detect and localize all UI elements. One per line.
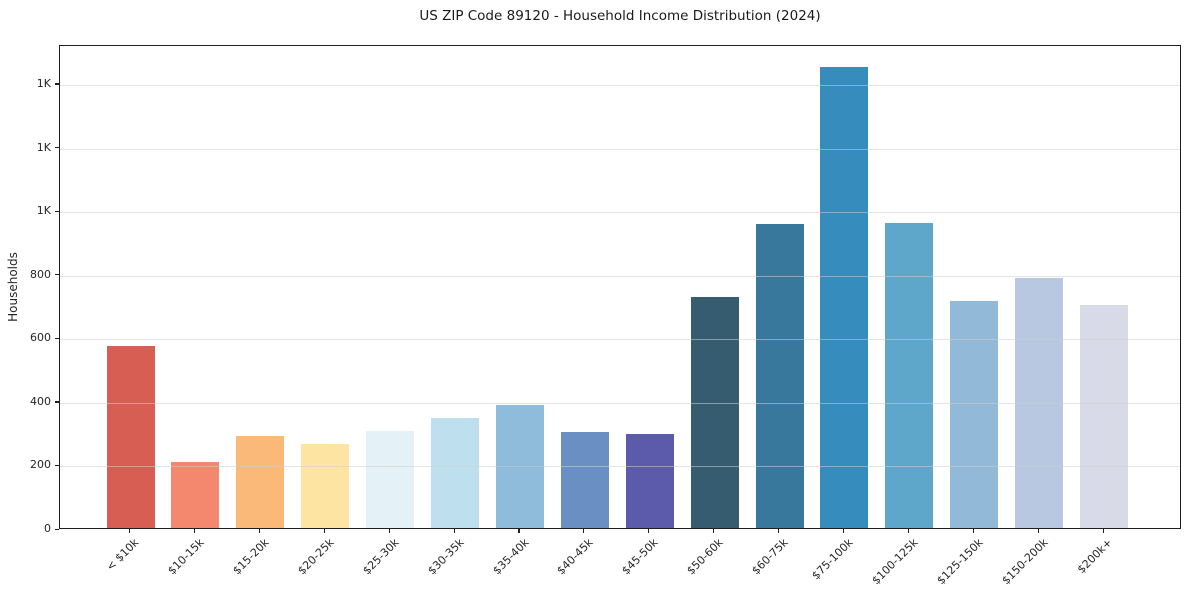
x-tick-label: $25-30k	[360, 536, 402, 578]
bar-$60-75k	[755, 224, 804, 528]
y-tick-label: 200	[30, 458, 51, 472]
y-tick-label: 1K	[36, 204, 51, 218]
bar-$75-100k	[820, 67, 869, 528]
x-tick-mark	[453, 529, 455, 533]
x-tick-mark	[388, 529, 390, 533]
bar-$100-125k	[885, 223, 934, 528]
gridline	[60, 339, 1180, 341]
bar-$30-35k	[431, 418, 479, 528]
x-tick-label: $45-50k	[619, 536, 661, 578]
bar-$15-20k	[236, 435, 285, 528]
bar-$10-15k	[171, 461, 220, 528]
x-tick-label: $15-20k	[230, 536, 272, 578]
y-tick-mark	[55, 528, 59, 530]
y-tick-label: 1K	[36, 76, 51, 90]
bar-$25-30k	[366, 430, 415, 528]
gridline	[60, 148, 1180, 150]
x-tick-mark	[713, 529, 715, 533]
bar-$40-45k	[560, 432, 609, 528]
x-tick-mark	[1037, 529, 1039, 533]
x-tick-label: $30-35k	[424, 536, 467, 578]
x-tick-mark	[583, 529, 585, 533]
bar-$125-150k	[950, 300, 999, 528]
x-tick-mark	[129, 529, 131, 533]
y-tick-mark	[55, 147, 59, 149]
y-axis-label: Households	[6, 252, 20, 322]
x-tick-mark	[518, 529, 520, 533]
y-tick-label: 400	[30, 394, 51, 408]
x-tick-mark	[323, 529, 325, 533]
y-tick-mark	[55, 337, 59, 339]
gridline	[60, 275, 1180, 277]
y-tick-mark	[55, 464, 59, 467]
x-tick-mark	[907, 529, 909, 533]
gridline	[60, 212, 1180, 214]
x-tick-label: $10-15k	[165, 536, 207, 578]
y-tick-mark	[55, 83, 59, 85]
x-tick-label: $125-150k	[934, 536, 986, 588]
plot-area	[59, 45, 1181, 529]
x-tick-mark	[972, 529, 974, 533]
bar-< $10k	[106, 345, 155, 528]
y-tick-mark	[55, 274, 59, 276]
y-tick-label: 600	[30, 331, 51, 345]
bar-$35-40k	[495, 404, 544, 528]
y-tick-mark	[55, 210, 59, 212]
bar-$50-60k	[690, 296, 739, 528]
y-tick-label: 1K	[36, 140, 51, 154]
bar-$200k+	[1080, 305, 1128, 528]
x-tick-label: $20-25k	[295, 536, 337, 578]
chart-title: US ZIP Code 89120 - Household Income Dis…	[419, 8, 821, 24]
gridline	[60, 466, 1180, 468]
gridline	[60, 402, 1180, 404]
y-tick-mark	[55, 401, 59, 403]
x-tick-label: $75-100k	[809, 536, 856, 583]
x-tick-mark	[258, 529, 260, 533]
x-tick-label: $40-45k	[554, 536, 596, 578]
x-tick-mark	[193, 529, 196, 533]
x-tick-label: $60-75k	[749, 536, 791, 578]
y-tick-label: 0	[44, 522, 51, 535]
y-tick-label: 800	[30, 267, 51, 281]
x-tick-mark	[648, 529, 650, 533]
x-tick-mark	[1102, 529, 1104, 533]
gridline	[60, 84, 1180, 86]
x-tick-mark	[842, 529, 845, 533]
x-tick-label: $200k+	[1075, 536, 1116, 577]
x-tick-mark	[778, 529, 780, 533]
bar-$20-25k	[301, 444, 350, 528]
x-tick-label: $100-125k	[869, 536, 921, 588]
x-tick-label: $35-40k	[489, 536, 532, 578]
bar-$45-50k	[625, 433, 674, 528]
x-tick-label: $150-200k	[999, 536, 1051, 588]
x-tick-label: < $10k	[104, 536, 142, 574]
x-tick-label: $50-60k	[684, 536, 726, 578]
